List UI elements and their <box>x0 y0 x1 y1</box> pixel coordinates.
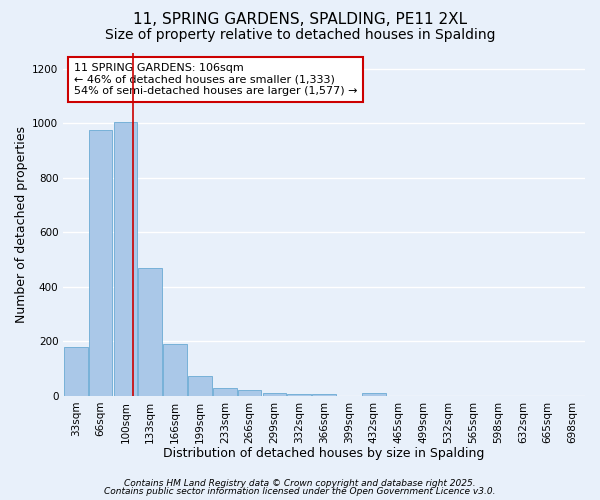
Text: 11, SPRING GARDENS, SPALDING, PE11 2XL: 11, SPRING GARDENS, SPALDING, PE11 2XL <box>133 12 467 28</box>
Text: Contains HM Land Registry data © Crown copyright and database right 2025.: Contains HM Land Registry data © Crown c… <box>124 478 476 488</box>
Bar <box>64 347 88 396</box>
Bar <box>163 344 187 396</box>
Bar <box>287 394 311 396</box>
Bar <box>362 393 386 396</box>
Bar <box>89 130 112 396</box>
Text: Contains public sector information licensed under the Open Government Licence v3: Contains public sector information licen… <box>104 487 496 496</box>
Bar <box>113 122 137 396</box>
Y-axis label: Number of detached properties: Number of detached properties <box>15 126 28 322</box>
Text: Size of property relative to detached houses in Spalding: Size of property relative to detached ho… <box>105 28 495 42</box>
Bar <box>313 394 336 396</box>
Text: 11 SPRING GARDENS: 106sqm
← 46% of detached houses are smaller (1,333)
54% of se: 11 SPRING GARDENS: 106sqm ← 46% of detac… <box>74 63 357 96</box>
Bar <box>213 388 236 396</box>
Bar <box>139 268 162 396</box>
Bar <box>238 390 262 396</box>
Bar <box>263 392 286 396</box>
Bar <box>188 376 212 396</box>
X-axis label: Distribution of detached houses by size in Spalding: Distribution of detached houses by size … <box>163 447 485 460</box>
